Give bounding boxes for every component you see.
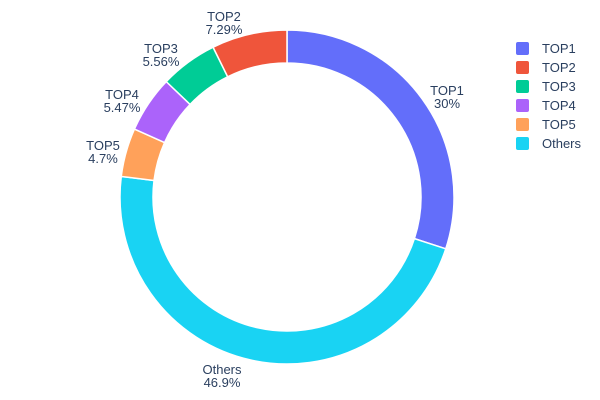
legend-swatch-top3 bbox=[516, 80, 529, 93]
donut-slice-top1[interactable] bbox=[286, 29, 455, 250]
slice-label-top2: TOP2 7.29% bbox=[206, 9, 243, 37]
legend-swatch-top1 bbox=[516, 42, 529, 55]
donut-slices bbox=[119, 29, 455, 365]
legend-label: TOP4 bbox=[542, 98, 576, 113]
legend-label: Others bbox=[542, 136, 582, 151]
slice-label-top5: TOP5 4.7% bbox=[86, 138, 120, 166]
legend-item-top5[interactable]: TOP5 bbox=[516, 118, 581, 131]
slice-labels: TOP1 30% TOP2 7.29% TOP3 5.56%TOP4 5.47% TOP5 4.… bbox=[86, 9, 464, 390]
slice-label-top1: TOP1 30% bbox=[430, 83, 464, 111]
legend: TOP1 TOP2 TOP3 TOP4 TOP5 Others bbox=[516, 42, 581, 150]
legend-item-top2[interactable]: TOP2 bbox=[516, 61, 581, 74]
slice-label-top3: TOP3 5.56% bbox=[143, 41, 180, 69]
legend-item-others[interactable]: Others bbox=[516, 137, 581, 150]
slice-label-top4: TOP4 5.47% bbox=[104, 87, 141, 115]
legend-item-top3[interactable]: TOP3 bbox=[516, 80, 581, 93]
legend-label: TOP5 bbox=[542, 117, 576, 132]
donut-slice-top2[interactable] bbox=[212, 29, 288, 78]
legend-swatch-top2 bbox=[516, 61, 529, 74]
legend-swatch-top5 bbox=[516, 118, 529, 131]
legend-item-top4[interactable]: TOP4 bbox=[516, 99, 581, 112]
legend-label: TOP3 bbox=[542, 79, 576, 94]
legend-swatch-others bbox=[516, 137, 529, 150]
legend-label: TOP2 bbox=[542, 60, 576, 75]
donut-slice-others[interactable] bbox=[119, 175, 447, 365]
legend-swatch-top4 bbox=[516, 99, 529, 112]
legend-label: TOP1 bbox=[542, 41, 576, 56]
legend-item-top1[interactable]: TOP1 bbox=[516, 42, 581, 55]
slice-label-others: Others 46.9% bbox=[202, 362, 242, 390]
